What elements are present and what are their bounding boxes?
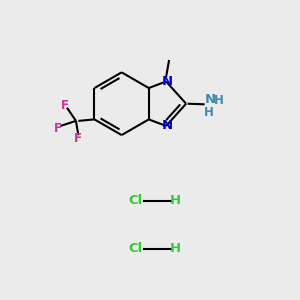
Text: Cl: Cl	[128, 242, 142, 255]
Text: H: H	[213, 94, 223, 107]
Text: F: F	[74, 132, 83, 145]
Text: H: H	[170, 242, 181, 255]
Text: N: N	[161, 75, 172, 88]
Text: H: H	[170, 194, 181, 207]
Text: N: N	[161, 119, 172, 133]
Text: N: N	[204, 93, 216, 106]
Text: F: F	[54, 122, 62, 135]
Text: H: H	[204, 106, 213, 119]
Text: F: F	[61, 99, 69, 112]
Text: Cl: Cl	[128, 194, 142, 207]
